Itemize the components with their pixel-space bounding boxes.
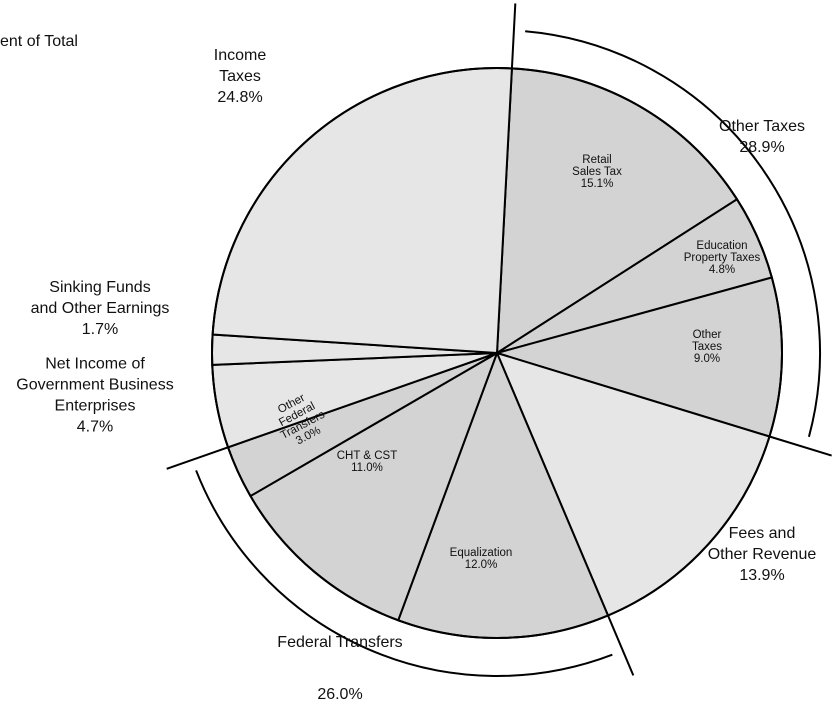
group-arc xyxy=(195,470,613,677)
slice-label-line: Fees and xyxy=(729,525,796,542)
group-boundary xyxy=(510,3,517,69)
slice-label-line: Property Taxes xyxy=(684,252,761,264)
slice-label: Other Taxes 9.0% xyxy=(692,329,722,365)
value-label: 12.0% xyxy=(465,559,498,571)
slice-label-line: Government Business xyxy=(16,377,173,394)
slice-label-line: Income xyxy=(214,47,267,64)
value-label: 13.9% xyxy=(739,567,784,584)
value-label: 15.1% xyxy=(581,178,614,190)
value-label: 9.0% xyxy=(694,353,720,365)
slice-label-line: Taxes xyxy=(219,68,261,85)
value-label: 4.8% xyxy=(709,264,735,276)
value-label: 11.0% xyxy=(351,462,383,474)
slice-label: Education Property Taxes 4.8% xyxy=(684,240,761,276)
chart-title: ent of Total xyxy=(0,33,78,50)
slice-label-line: CHT & CST xyxy=(337,450,398,462)
slice-label: Fees and Other Revenue 13.9% xyxy=(708,525,817,584)
group-label: Federal Transfers 26.0% xyxy=(277,634,402,703)
group-label: Other Taxes 28.9% xyxy=(719,118,805,156)
group-value: 26.0% xyxy=(317,686,362,703)
group-name: Federal Transfers xyxy=(277,634,402,651)
slice-label: Retail Sales Tax 15.1% xyxy=(572,154,622,190)
group-boundary xyxy=(166,446,229,470)
slice-label-line: Equalization xyxy=(450,547,513,559)
slice-label-line: Other Revenue xyxy=(708,546,817,563)
pie-slice xyxy=(211,67,513,355)
slice-label-line: Taxes xyxy=(692,341,722,353)
slice-label: Sinking Funds and Other Earnings 1.7% xyxy=(31,279,170,338)
group-name: Other Taxes xyxy=(719,118,805,135)
group-boundary xyxy=(769,435,832,457)
slice-label: Income Taxes 24.8% xyxy=(214,47,267,106)
group-boundary xyxy=(607,615,635,676)
slice-label-line: Sales Tax xyxy=(572,166,622,178)
value-label: 24.8% xyxy=(217,89,262,106)
slice-label-line: and Other Earnings xyxy=(31,300,170,317)
group-arc xyxy=(525,30,821,438)
group-value: 28.9% xyxy=(739,139,784,156)
slice-label-line: Education xyxy=(696,240,747,252)
slice-label-line: Sinking Funds xyxy=(49,279,150,296)
value-label: 4.7% xyxy=(77,419,113,436)
pie-outline xyxy=(211,67,783,639)
slice-label: CHT & CST 11.0% xyxy=(337,450,398,474)
value-label: 1.7% xyxy=(82,321,118,338)
slice-label: Net Income of Government Business Enterpri… xyxy=(16,356,173,436)
slice-label-line: Retail xyxy=(582,154,611,166)
slice-label: Equalization 12.0% xyxy=(450,547,513,571)
slice-label-line: Net Income of xyxy=(45,356,145,373)
slice-label-line: Enterprises xyxy=(55,398,136,415)
slice-label-line: Other xyxy=(693,329,722,341)
